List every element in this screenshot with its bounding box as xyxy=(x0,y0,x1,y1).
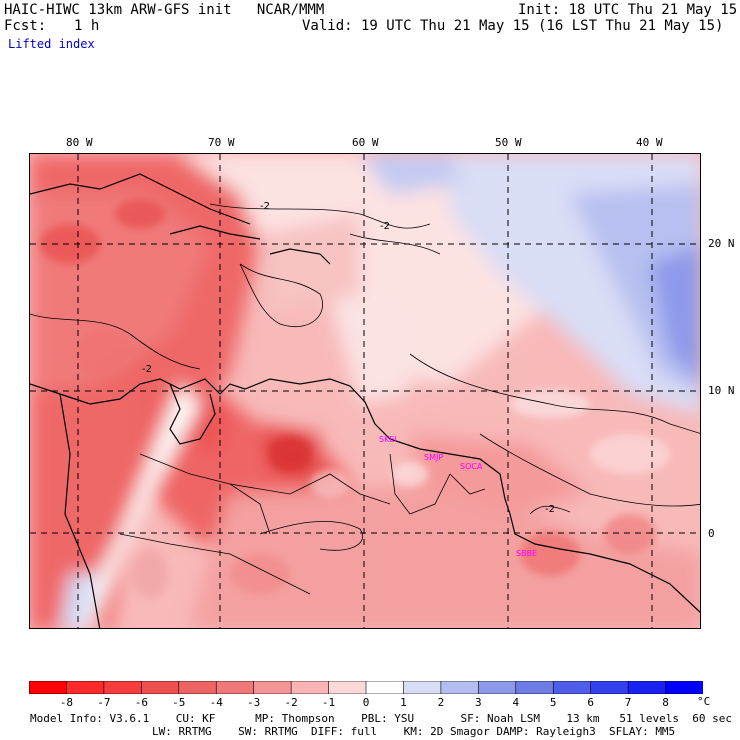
colorbar-label: -7 xyxy=(97,696,111,709)
colorbar-label: 3 xyxy=(475,696,482,709)
lon-label-50w: 50 W xyxy=(495,136,522,149)
colorbar-label: -6 xyxy=(134,696,148,709)
colorbar-label: 8 xyxy=(662,696,669,709)
lat-label-20n: 20 N xyxy=(708,237,735,250)
colorbar-swatch xyxy=(478,681,517,694)
colorbar-label: -8 xyxy=(59,696,74,709)
forecast-label: Fcst: xyxy=(4,18,47,34)
colorbar-swatch xyxy=(365,681,405,694)
station-label: SKEI xyxy=(379,435,397,444)
colorbar-swatch xyxy=(215,681,255,694)
lat-label-10n: 10 N xyxy=(708,384,735,397)
colorbar-swatch xyxy=(103,681,143,694)
station-label: SMJP xyxy=(424,453,443,462)
lon-label-40w: 40 W xyxy=(636,136,663,149)
contour-label: -2 xyxy=(545,504,555,515)
map-canvas: -2 -2 -2 -2 SKEI SMJP SOCA SBBE xyxy=(30,154,700,628)
colorbar-label: -3 xyxy=(247,696,261,709)
colorbar-label: 0 xyxy=(362,696,370,709)
forecast-hour: 1 h xyxy=(74,18,100,34)
init-time: Init: 18 UTC Thu 21 May 15 xyxy=(518,2,738,18)
valid-time: Valid: 19 UTC Thu 21 May 15 (16 LST Thu … xyxy=(302,18,724,34)
field-texture xyxy=(40,199,670,599)
colorbar-label: -1 xyxy=(321,696,336,709)
borders xyxy=(119,453,486,595)
colorbar-label: 6 xyxy=(587,696,594,709)
colorbar-label: 5 xyxy=(549,696,557,709)
colorbar-swatch xyxy=(328,681,367,694)
lifted-index-map: -2 -2 -2 -2 SKEI SMJP SOCA SBBE xyxy=(29,153,701,629)
colorbar-label: -4 xyxy=(209,696,223,709)
model-title: HAIC-HIWC 13km ARW-GFS init NCAR/MMM xyxy=(4,2,325,18)
coastlines xyxy=(30,173,700,628)
colorbar-swatch xyxy=(515,681,555,694)
lat-label-0: 0 xyxy=(708,527,715,540)
colorbar-swatch xyxy=(440,681,480,694)
colorbar xyxy=(29,681,703,694)
contour-label: -2 xyxy=(380,221,390,232)
colorbar-swatch xyxy=(590,681,629,694)
colorbar-label: -5 xyxy=(172,696,186,709)
colorbar-swatch xyxy=(253,681,292,694)
colorbar-label: 4 xyxy=(512,696,520,709)
lon-label-70w: 70 W xyxy=(208,136,235,149)
station-label: SOCA xyxy=(460,462,483,471)
colorbar-swatch xyxy=(290,681,330,694)
colorbar-swatch xyxy=(178,681,218,694)
colorbar-swatch xyxy=(66,681,105,694)
colorbar-label: 1 xyxy=(400,696,407,709)
colorbar-swatch xyxy=(665,681,703,694)
model-info-line1: Model Info: V3.6.1 CU: KF MP: Thompson P… xyxy=(30,712,732,725)
colorbar-label: -2 xyxy=(284,696,298,709)
colorbar-swatch xyxy=(403,681,442,694)
field-name: Lifted index xyxy=(8,37,95,51)
contour-label: -2 xyxy=(142,364,152,375)
colorbar-swatch xyxy=(627,681,667,694)
contours xyxy=(30,203,700,551)
station-label: SBBE xyxy=(516,549,537,558)
lon-label-60w: 60 W xyxy=(352,136,379,149)
colorbar-unit: °C xyxy=(697,695,711,708)
stations: SKEI SMJP SOCA SBBE xyxy=(379,435,537,558)
colorbar-swatch xyxy=(552,681,592,694)
lon-label-80w: 80 W xyxy=(66,136,93,149)
graticule xyxy=(30,154,700,628)
colorbar-swatch xyxy=(141,681,180,694)
model-info-line2: LW: RRTMG SW: RRTMG DIFF: full KM: 2D Sm… xyxy=(152,725,676,738)
contour-label: -2 xyxy=(260,201,270,212)
colorbar-swatch xyxy=(29,681,68,694)
colorbar-label: 2 xyxy=(437,696,445,709)
colorbar-label: 7 xyxy=(624,696,632,709)
